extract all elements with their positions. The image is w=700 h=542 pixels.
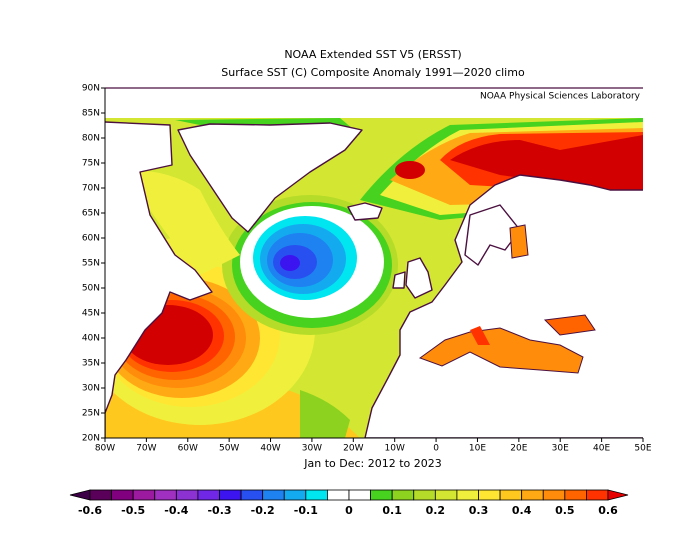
anomaly-area (280, 255, 300, 271)
lat-label: 20N (82, 434, 100, 444)
lat-label: 35N (82, 359, 100, 369)
lon-label: 50E (634, 444, 651, 454)
lat-label: 75N (82, 159, 100, 169)
colorbar-label: -0.4 (164, 504, 188, 517)
colorbar-bin (89, 489, 112, 501)
lon-label: 40W (260, 444, 280, 454)
colorbar-bin (154, 489, 177, 501)
lat-label: 80N (82, 134, 100, 144)
colorbar-label: -0.3 (207, 504, 231, 517)
colorbar-bin (132, 489, 156, 501)
colorbar-bin (348, 489, 371, 501)
lon-label: 80W (95, 444, 115, 454)
title: NOAA Extended SST V5 (ERSST) (284, 48, 461, 61)
colorbar-label: 0.5 (555, 504, 575, 517)
lon-label: 20W (343, 444, 363, 454)
north-america (105, 121, 213, 438)
anomaly-area (300, 390, 350, 438)
lon-label: 50W (219, 444, 239, 454)
colorbar-bin (111, 489, 134, 501)
mediterranean (418, 327, 584, 374)
lat-label: 60N (82, 234, 100, 244)
lat-label: 55N (82, 259, 100, 269)
colorbar-label: 0.1 (382, 504, 402, 517)
lon-label: 20E (510, 444, 527, 454)
colorbar-bin (391, 489, 415, 501)
colorbar-bin (499, 489, 523, 501)
lat-label: 65N (82, 209, 100, 219)
lat-label: 40N (82, 334, 100, 344)
colorbar-label: 0.6 (598, 504, 618, 517)
anomaly-area (470, 326, 490, 345)
lat-label: 85N (82, 109, 100, 119)
colorbar-label: -0.2 (251, 504, 275, 517)
iceland (347, 202, 383, 221)
black-sea (543, 314, 596, 336)
lon-label: 10W (385, 444, 405, 454)
colorbar-label: 0.2 (426, 504, 446, 517)
lon-label: 40E (593, 444, 610, 454)
colorbar-label: 0.3 (469, 504, 489, 517)
colorbar-bin (456, 489, 479, 501)
colorbar-label: 0.4 (512, 504, 532, 517)
lon-label: 30E (552, 444, 569, 454)
lat-label: 90N (82, 84, 100, 94)
period: Jan to Dec: 2012 to 2023 (303, 457, 442, 470)
scandinavia (464, 204, 521, 266)
colorbar-bin (564, 489, 587, 501)
colorbar-bin (478, 489, 501, 501)
colorbar-bin (413, 489, 436, 501)
colorbar-end (607, 489, 629, 501)
anomaly-area (395, 161, 425, 179)
colorbar-bin (327, 489, 350, 501)
lat-label: 70N (82, 184, 100, 194)
subtitle: Surface SST (C) Composite Anomaly 1991—2… (221, 66, 525, 79)
colorbar-bin (586, 489, 609, 501)
no-data-area (105, 88, 643, 118)
colorbar-bin (219, 489, 242, 501)
colorbar-label: -0.5 (121, 504, 145, 517)
britain (405, 257, 433, 299)
colorbar-bin (197, 489, 220, 501)
colorbar-bin (175, 489, 199, 501)
colorbar-bin (521, 489, 544, 501)
colorbar-label: -0.6 (78, 504, 102, 517)
lon-label: 30W (302, 444, 322, 454)
lat-label: 45N (82, 309, 100, 319)
greenland (177, 122, 363, 233)
lon-label: 70W (136, 444, 156, 454)
ireland (392, 271, 406, 289)
colorbar-bin (370, 489, 393, 501)
colorbar-bin (542, 489, 566, 501)
colorbar-bin (305, 489, 328, 501)
lon-label: 0 (433, 444, 439, 454)
colorbar-bin (283, 489, 307, 501)
baltic-sea (509, 224, 529, 259)
map (105, 88, 643, 438)
lon-label: 10E (469, 444, 486, 454)
anomaly-area (450, 135, 643, 195)
colorbar-label: -0.1 (294, 504, 318, 517)
lat-label: 25N (82, 409, 100, 419)
colorbar-label: 0 (345, 504, 353, 517)
colorbar-bin (262, 489, 285, 501)
colorbar-bin (240, 489, 264, 501)
credit: NOAA Physical Sciences Laboratory (480, 92, 641, 102)
lat-label: 50N (82, 284, 100, 294)
anomaly-area (130, 170, 240, 275)
lat-label: 30N (82, 384, 100, 394)
lon-label: 60W (178, 444, 198, 454)
colorbar-end (69, 489, 91, 501)
colorbar-bin (434, 489, 458, 501)
